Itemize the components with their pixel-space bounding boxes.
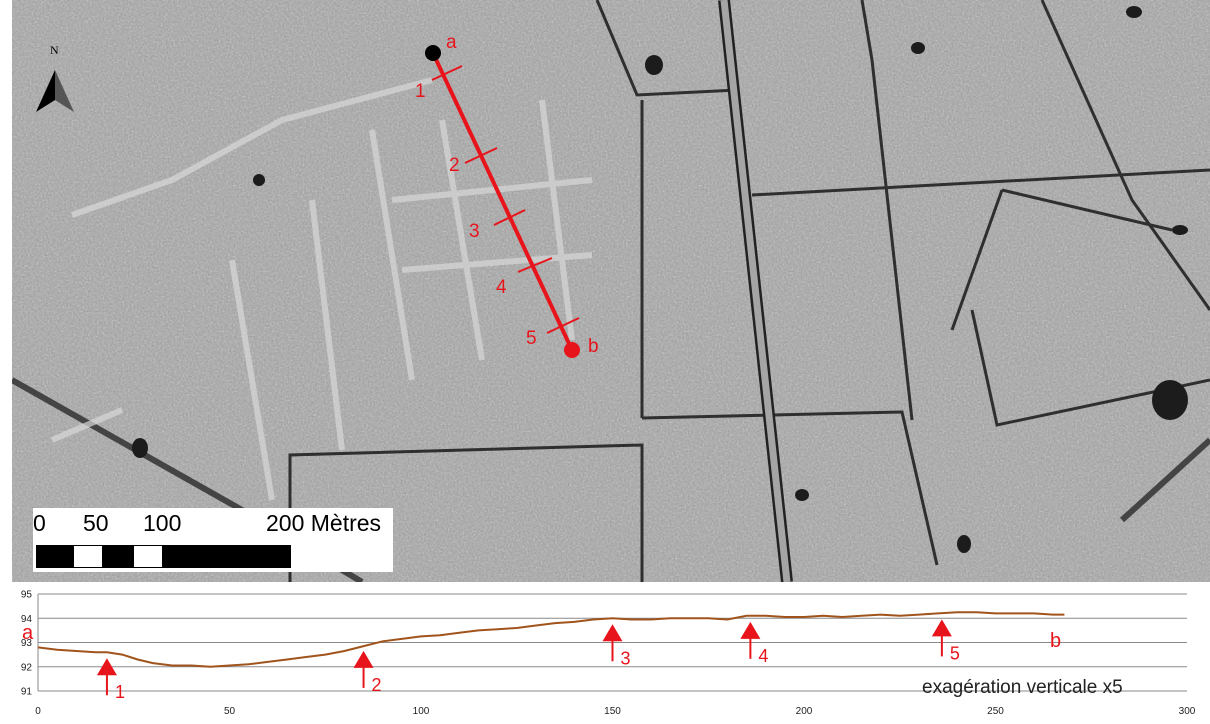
vertical-exaggeration-note: exagération verticale x5 (922, 677, 1123, 698)
marker-arrow-head (602, 624, 623, 642)
x-tick-label: 200 (796, 706, 813, 717)
marker-label: 2 (372, 675, 382, 695)
marker-label: 1 (115, 682, 125, 702)
profile-marker-1: 1 (96, 658, 125, 702)
transect-tick-1 (431, 65, 463, 81)
transect: a b 1 2 3 4 5 (415, 32, 599, 358)
marker-arrow-head (931, 619, 952, 637)
transect-tick-4 (517, 257, 553, 273)
marker-label: 3 (621, 648, 631, 668)
profile-marker-5: 5 (931, 619, 960, 663)
y-tick-label: 94 (21, 614, 33, 625)
transect-start-marker (425, 45, 441, 61)
transect-end-marker (564, 342, 580, 358)
transect-end-label: b (588, 336, 599, 357)
transect-label-5: 5 (526, 328, 537, 349)
map-texture (12, 0, 1210, 582)
y-tick-label: 95 (21, 590, 33, 601)
transect-line (431, 52, 574, 351)
north-label: N (50, 43, 59, 57)
profile-marker-3: 3 (602, 624, 631, 668)
y-tick-label: 92 (21, 662, 33, 673)
scale-bar-segments (36, 545, 291, 568)
marker-label: 5 (950, 643, 960, 663)
profile-end-label: b (1050, 630, 1061, 652)
scale-label-0: 0 (33, 510, 46, 536)
y-tick-label: 91 (21, 687, 33, 698)
transect-label-4: 4 (496, 277, 507, 298)
scale-label-100: 100 (143, 510, 182, 536)
profile-start-label: a (22, 622, 34, 644)
road (718, 0, 793, 582)
marker-arrow-head (96, 658, 117, 676)
transect-tick-2 (464, 147, 498, 164)
ancient-parcels (50, 77, 593, 501)
pits (132, 6, 1188, 553)
x-tick-label: 100 (413, 706, 430, 717)
x-tick-label: 50 (224, 706, 236, 717)
transect-tick-5 (546, 317, 580, 334)
profile-marker-4: 4 (740, 621, 768, 666)
x-tick-label: 300 (1179, 706, 1196, 717)
marker-arrow-head (740, 621, 761, 639)
lidar-map: a b 1 2 3 4 5 N (12, 0, 1210, 582)
transect-label-1: 1 (415, 81, 426, 102)
x-tick-label: 0 (35, 706, 41, 717)
marker-label: 4 (758, 646, 768, 666)
scale-label-50: 50 (83, 510, 109, 536)
scale-bar: 0 50 100 200 Mètres (33, 508, 393, 572)
profile-series-line (37, 611, 1065, 668)
x-tick-label: 250 (987, 706, 1004, 717)
north-arrow-icon: N (36, 43, 74, 112)
transect-label-3: 3 (469, 221, 480, 242)
scale-label-200: 200 Mètres (266, 510, 382, 536)
marker-arrow-head (353, 650, 374, 668)
field-boundaries (288, 0, 1210, 582)
x-tick-label: 150 (604, 706, 621, 717)
profile-marker-2: 2 (353, 650, 382, 695)
transect-label-2: 2 (449, 155, 460, 176)
y-tick-label: 93 (21, 638, 33, 649)
transect-start-label: a (446, 32, 457, 53)
transect-tick-3 (493, 209, 526, 226)
